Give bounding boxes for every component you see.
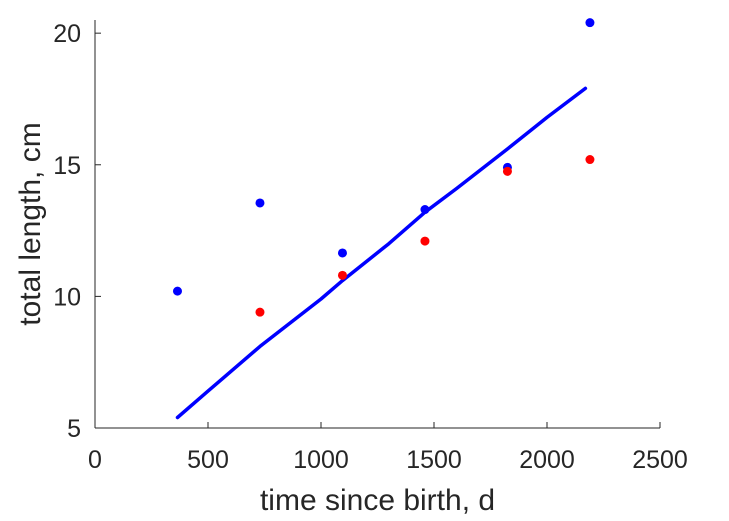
y-tick-label: 10: [53, 283, 81, 311]
x-tick-label: 500: [187, 446, 229, 474]
data-point: [420, 205, 430, 215]
data-point: [172, 286, 182, 296]
data-point: [420, 236, 430, 246]
data-point: [585, 18, 595, 28]
data-point: [255, 198, 265, 208]
x-tick-label: 2500: [632, 446, 688, 474]
x-tick-label: 2000: [519, 446, 575, 474]
data-point: [337, 270, 347, 280]
data-point: [255, 307, 265, 317]
x-tick-label: 1000: [293, 446, 349, 474]
y-tick-label: 15: [53, 152, 81, 180]
y-tick-label: 20: [53, 20, 81, 48]
x-ticks: 0 500 1000 1500 2000 2500: [88, 422, 688, 474]
y-ticks: 5 10 15 20: [53, 20, 101, 443]
series-layer: [172, 18, 595, 420]
fit-curve-line: [175, 86, 588, 420]
data-point: [502, 166, 512, 176]
x-tick-label: 1500: [406, 446, 462, 474]
data-point: [585, 155, 595, 165]
x-axis-label: time since birth, d: [260, 484, 495, 517]
axes: [94, 20, 660, 429]
data-point: [337, 248, 347, 258]
y-axis-label: total length, cm: [14, 122, 47, 325]
y-tick-label: 5: [67, 415, 81, 443]
x-tick-label: 0: [88, 446, 102, 474]
